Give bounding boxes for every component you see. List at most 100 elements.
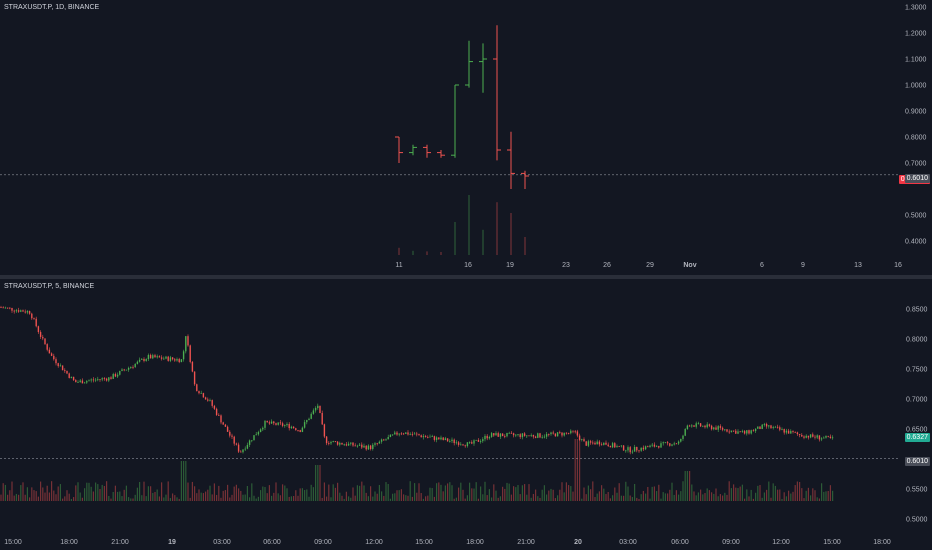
intraday-candle-body xyxy=(22,310,24,312)
intraday-volume-bar xyxy=(594,497,596,501)
intraday-candle-body xyxy=(176,359,178,361)
intraday-volume-bar xyxy=(22,482,24,501)
intraday-volume-bar xyxy=(231,494,233,501)
intraday-candle-body xyxy=(422,436,425,438)
intraday-candle-body xyxy=(273,421,275,424)
intraday-volume-bar xyxy=(169,498,171,501)
intraday-candle-body xyxy=(761,424,763,429)
daily-y-tick: 1.1000 xyxy=(905,57,927,64)
intraday-candle-body xyxy=(451,439,453,442)
intraday-candle-body xyxy=(521,433,524,438)
daily-ohlc-chart[interactable]: 1.3000 1.2000 1.1000 1.0000 0.9000 0.8000 0.70… xyxy=(0,0,932,275)
daily-volume-bar xyxy=(496,202,498,255)
intraday-volume-bar xyxy=(374,491,376,501)
daily-y-tick: 0.5000 xyxy=(905,213,927,220)
intraday-volume-bar xyxy=(656,491,658,501)
intraday-candle-body xyxy=(548,434,550,435)
intraday-candle-body xyxy=(719,426,722,428)
intraday-volume-bar xyxy=(251,483,253,501)
intraday-volume-bar xyxy=(246,485,248,501)
intraday-candle-body xyxy=(457,442,460,445)
intraday-candle-body xyxy=(356,445,359,447)
intraday-volume-bar xyxy=(730,488,732,501)
intraday-volume-bar xyxy=(176,497,178,501)
intraday-volume-bar xyxy=(200,492,202,501)
intraday-candle-body xyxy=(396,432,398,435)
intraday-candle-body xyxy=(37,326,40,333)
intraday-volume-bar xyxy=(700,489,702,501)
intraday-volume-bar xyxy=(427,495,429,501)
intraday-last-price-badge: 0.6010 xyxy=(904,457,930,467)
intraday-volume-bar xyxy=(326,496,328,501)
daily-y-tick: 0.9000 xyxy=(905,109,927,116)
intraday-candle-body xyxy=(352,442,354,446)
intraday-candle-body xyxy=(508,432,510,434)
intraday-volume-bar xyxy=(328,484,330,501)
intraday-volume-bar xyxy=(257,496,259,501)
intraday-volume-bar xyxy=(708,490,710,501)
intraday-volume-bar xyxy=(596,493,598,501)
intraday-candle-body xyxy=(611,443,614,448)
intraday-volume-bar xyxy=(724,492,726,501)
intraday-volume-bar xyxy=(161,482,163,501)
intraday-volume-bar xyxy=(132,498,134,501)
intraday-volume-bar xyxy=(695,495,697,501)
intraday-volume-bar xyxy=(396,490,398,501)
intraday-volume-bar xyxy=(163,497,165,501)
intraday-candle-body xyxy=(42,336,44,339)
intraday-candle-body xyxy=(200,393,202,394)
intraday-candle-body xyxy=(171,357,174,360)
intraday-candle-body xyxy=(341,442,343,445)
intraday-candle-body xyxy=(380,439,383,442)
intraday-volume-bar xyxy=(99,489,101,501)
intraday-candle-body xyxy=(831,437,834,439)
intraday-candle-body xyxy=(812,434,814,437)
intraday-volume-bar xyxy=(777,489,779,501)
intraday-candle-body xyxy=(675,443,678,445)
intraday-candle-body xyxy=(407,432,409,435)
intraday-candle-body xyxy=(609,445,612,448)
intraday-volume-bar xyxy=(350,497,352,501)
pane-divider[interactable] xyxy=(0,275,932,279)
intraday-candle-body xyxy=(515,434,517,436)
intraday-volume-bar xyxy=(649,498,651,501)
intraday-candle-body xyxy=(677,441,680,444)
intraday-candle-body xyxy=(160,357,163,359)
intraday-volume-bar xyxy=(238,488,240,501)
intraday-volume-bar xyxy=(268,485,270,501)
intraday-volume-bar xyxy=(587,485,589,501)
intraday-candle-body xyxy=(400,433,403,435)
intraday-candle-body xyxy=(378,441,381,444)
intraday-volume-bar xyxy=(288,496,290,501)
intraday-volume-bar xyxy=(442,491,444,501)
daily-y-tick: 1.3000 xyxy=(905,5,927,12)
intraday-volume-bar xyxy=(590,489,592,501)
intraday-candle-body xyxy=(735,430,737,434)
intraday-volume-bar xyxy=(763,492,765,501)
intraday-candle-body xyxy=(633,446,636,452)
daily-volume-bar xyxy=(510,213,512,255)
intraday-volume-bar xyxy=(376,493,378,501)
intraday-volume-bar xyxy=(532,493,534,501)
intraday-volume-bar xyxy=(394,493,396,501)
intraday-candlestick-chart[interactable]: 0.8500 0.8000 0.7500 0.7000 0.6500 0.5500 0.50… xyxy=(0,279,932,550)
intraday-volume-bar xyxy=(451,485,453,501)
intraday-volume-bar xyxy=(491,497,493,501)
intraday-volume-bar xyxy=(689,471,691,501)
intraday-volume-bar xyxy=(631,497,633,501)
intraday-volume-bar xyxy=(70,498,72,501)
intraday-volume-bar xyxy=(662,492,664,501)
intraday-candle-body xyxy=(820,438,823,440)
intraday-volume-bar xyxy=(682,481,684,501)
intraday-volume-bar xyxy=(638,498,640,501)
daily-chart-pane[interactable]: 1.3000 1.2000 1.1000 1.0000 0.9000 0.8000 0.70… xyxy=(0,0,932,275)
intraday-candle-body xyxy=(576,431,579,436)
intraday-candle-body xyxy=(567,432,570,434)
intraday-candle-body xyxy=(66,370,68,374)
intraday-candle-body xyxy=(829,436,832,439)
intraday-candle-body xyxy=(339,442,341,445)
intraday-candle-body xyxy=(510,432,513,434)
intraday-volume-bar xyxy=(290,496,292,501)
intraday-volume-bar xyxy=(227,484,229,501)
intraday-chart-pane[interactable]: 0.8500 0.8000 0.7500 0.7000 0.6500 0.5500 0.50… xyxy=(0,279,932,550)
